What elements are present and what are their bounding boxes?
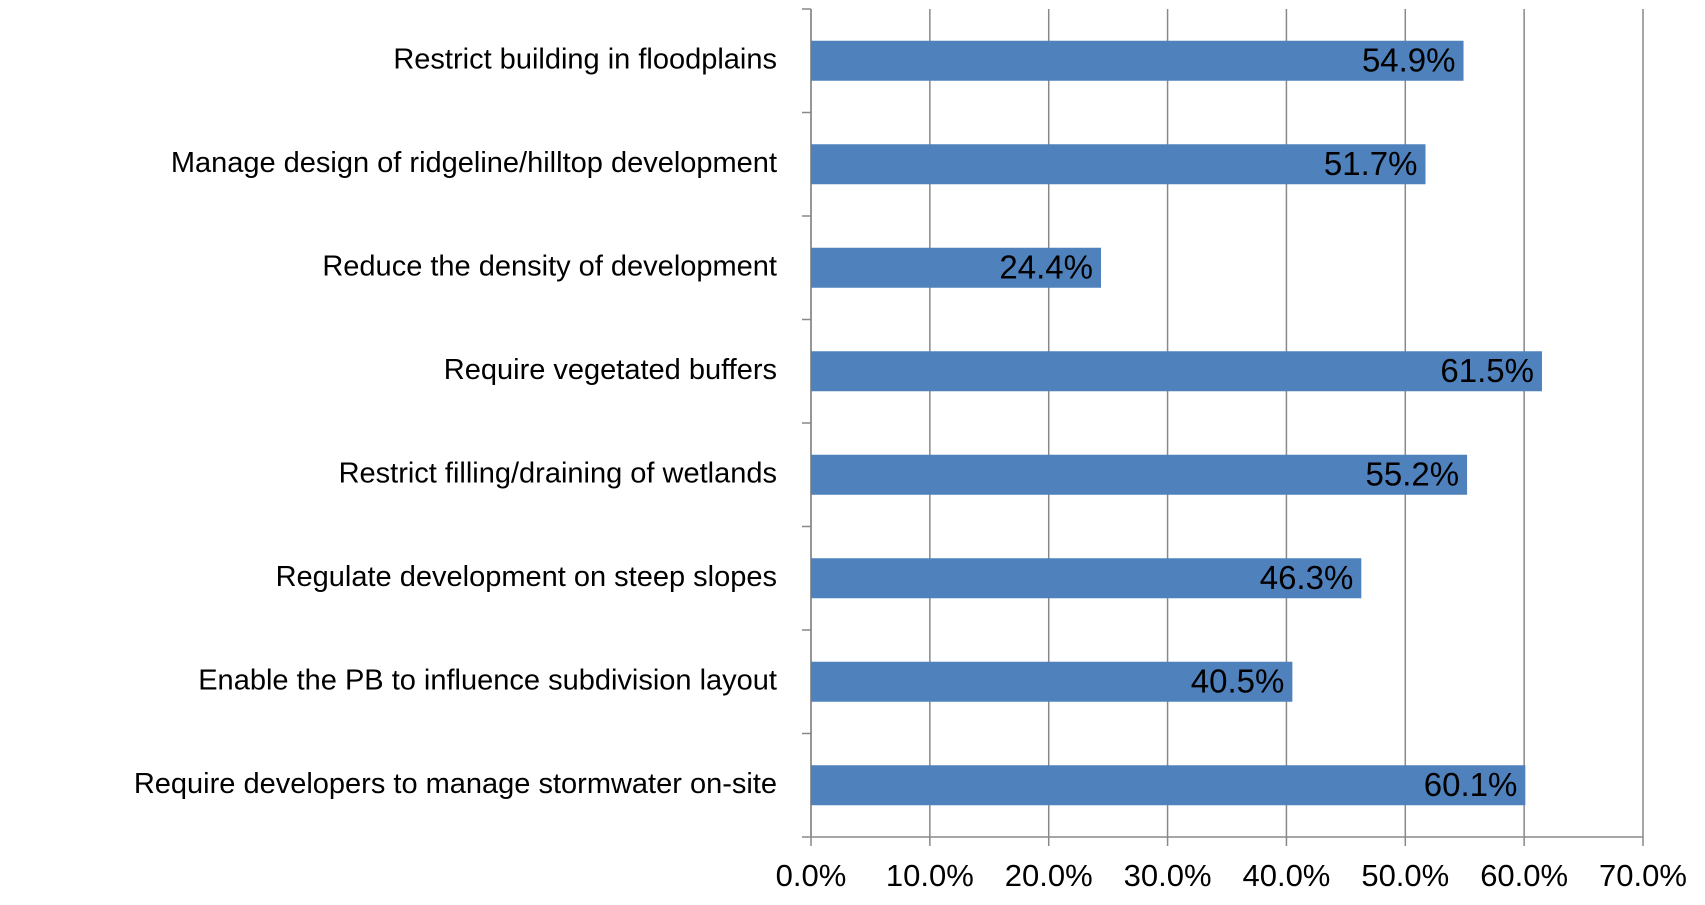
y-tick-label: Enable the PB to influence subdivision l… (198, 664, 777, 696)
value-label: 40.5% (1191, 662, 1285, 699)
x-tick-label: 60.0% (1480, 858, 1568, 893)
value-label: 60.1% (1424, 766, 1518, 803)
x-tick-label: 70.0% (1599, 858, 1687, 893)
value-label: 55.2% (1366, 455, 1460, 492)
x-tick-label: 40.0% (1242, 858, 1330, 893)
value-label: 54.9% (1362, 41, 1456, 78)
x-tick-label: 50.0% (1361, 858, 1449, 893)
bar (811, 144, 1426, 185)
bar (811, 454, 1468, 495)
bar (811, 40, 1464, 81)
x-tick-label: 0.0% (776, 858, 847, 893)
y-tick-label: Require developers to manage stormwater … (134, 768, 777, 800)
value-label: 46.3% (1260, 559, 1354, 596)
x-tick-label: 20.0% (1005, 858, 1093, 893)
value-label: 51.7% (1324, 145, 1418, 182)
y-tick-label: Regulate development on steep slopes (276, 561, 777, 593)
y-tick-label: Restrict building in floodplains (393, 43, 777, 75)
bar (811, 558, 1362, 599)
y-tick-label: Require vegetated buffers (444, 354, 777, 386)
bar (811, 351, 1542, 392)
bar (811, 247, 1102, 288)
x-tick-label: 30.0% (1124, 858, 1212, 893)
y-tick-label: Restrict filling/draining of wetlands (339, 457, 777, 489)
y-tick-label: Manage design of ridgeline/hilltop devel… (171, 147, 777, 179)
y-tick-label: Reduce the density of development (322, 250, 777, 282)
value-label: 61.5% (1440, 352, 1534, 389)
value-label: 24.4% (999, 248, 1093, 285)
bar (811, 765, 1526, 806)
bar (811, 661, 1293, 702)
x-tick-label: 10.0% (886, 858, 974, 893)
